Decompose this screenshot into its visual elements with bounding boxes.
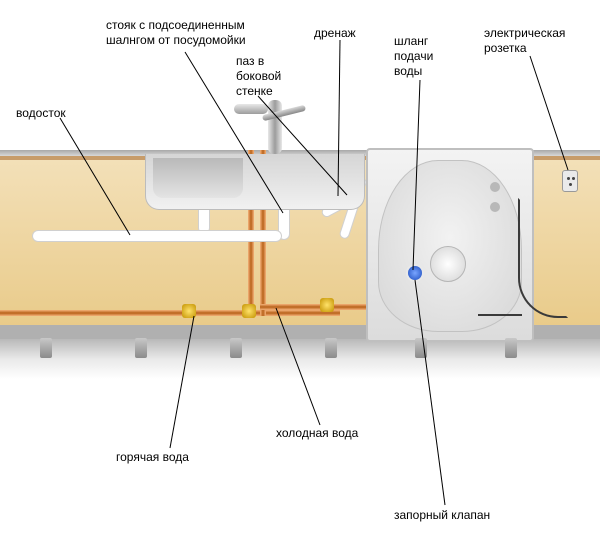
label-socket: электрическая розетка: [484, 26, 565, 56]
label-drainage: дренаж: [314, 26, 356, 41]
label-side-groove: паз в боковой стенке: [236, 54, 281, 99]
label-supply-hose: шланг подачи воды: [394, 34, 433, 79]
label-standpipe: стояк с подсоединенным шалнгом от посудо…: [106, 18, 246, 48]
leader-lines: [0, 0, 600, 538]
label-cold-water: холодная вода: [276, 426, 358, 441]
label-drain: водосток: [16, 106, 66, 121]
label-hot-water: горячая вода: [116, 450, 189, 465]
label-shutoff: запорный клапан: [394, 508, 490, 523]
diagram-canvas: водосток стояк с подсоединенным шалнгом …: [0, 0, 600, 538]
